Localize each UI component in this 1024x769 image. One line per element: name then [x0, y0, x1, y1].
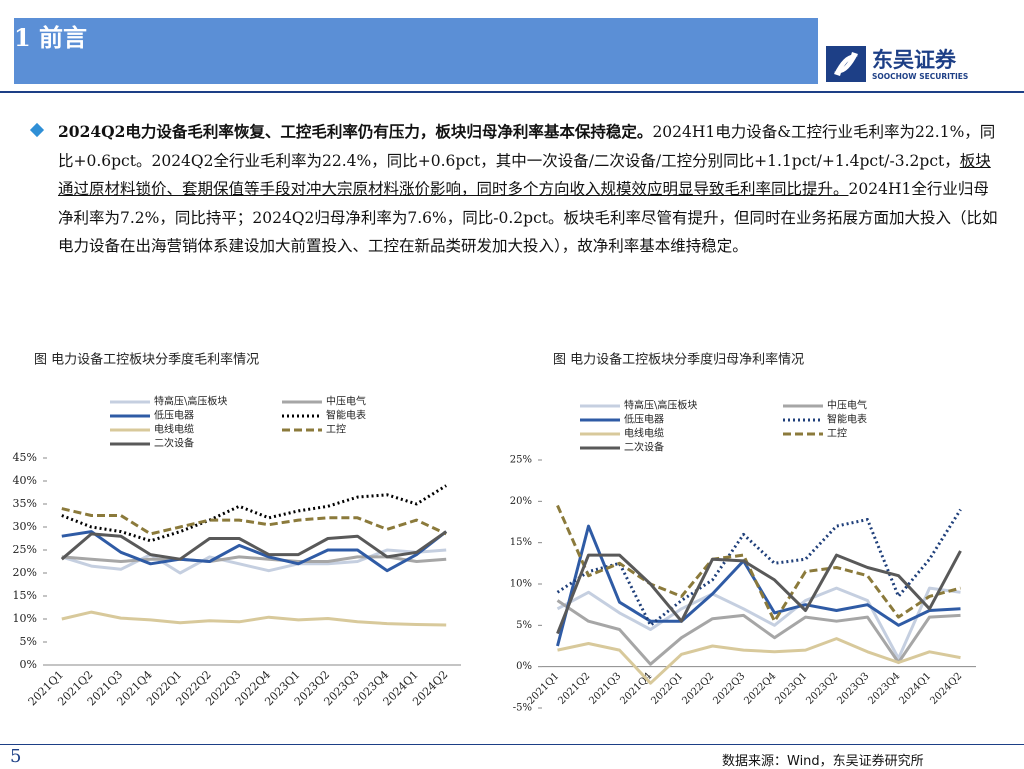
- header-title: 1 前言: [14, 23, 88, 52]
- y-tick-label: 35%: [13, 497, 37, 510]
- series-line: [61, 555, 447, 563]
- logo-mark: [826, 46, 866, 82]
- legend-label: 电线电缆: [624, 427, 664, 440]
- series-line: [61, 610, 447, 627]
- logo-text: 东吴证券: [872, 48, 956, 72]
- paragraph: 2024Q2电力设备毛利率恢复、工控毛利率仍有压力，板块归母净利率基本保持稳定。…: [58, 118, 1002, 261]
- series-line: [61, 530, 448, 573]
- page-number: 5: [10, 746, 22, 767]
- series-line: [61, 507, 447, 536]
- x-tick-label: 2021Q1: [525, 671, 561, 707]
- legend-label: 工控: [827, 427, 847, 440]
- text: 2024H1电力设备&工控行业毛利率为22.1%，同比+0.6pct。2024Q…: [58, 123, 996, 170]
- chart-title: 图 电力设备工控板块分季度毛利率情况: [34, 352, 259, 368]
- y-tick-label: 15%: [510, 537, 532, 548]
- legend-label: 二次设备: [154, 437, 194, 450]
- header-bar: [14, 18, 818, 84]
- series-line: [556, 508, 962, 627]
- y-tick-label: 0%: [20, 658, 37, 671]
- legend-label: 低压电器: [154, 409, 194, 422]
- charts: 图 电力设备工控板块分季度毛利率情况 0% 5% 10% 15% 20% 25% 30% 35%…: [13, 352, 976, 714]
- series-line: [557, 637, 961, 685]
- y-tick-label: 40%: [13, 474, 37, 487]
- legend-label: 电线电缆: [154, 423, 194, 436]
- x-tick-label: 2022Q1: [649, 671, 685, 707]
- y-tick-label: -5%: [513, 703, 532, 714]
- y-tick-label: 25%: [510, 455, 532, 466]
- series-line: [60, 530, 448, 561]
- legend-label: 中压电气: [326, 395, 366, 408]
- chart-title: 图 电力设备工控板块分季度归母净利率情况: [553, 352, 804, 368]
- x-tick-label: 2023Q4: [866, 671, 902, 707]
- y-tick-label: 10%: [13, 612, 37, 625]
- x-tick-label: 2021Q3: [587, 671, 623, 707]
- y-tick-label: 20%: [13, 566, 37, 579]
- legend-label: 智能电表: [326, 409, 366, 422]
- x-tick-label: 2021Q2: [556, 671, 592, 707]
- series-line: [556, 586, 961, 660]
- underlined-text: 板块通过原材料锁价、套期保值等手段对冲大宗原材料涨价影响，同时多个方向收入规模效…: [58, 151, 991, 199]
- x-tick-label: 2021Q4: [618, 671, 654, 707]
- y-tick-label: 0%: [516, 661, 532, 672]
- series-line: [61, 484, 447, 543]
- header-rule: [0, 91, 1024, 93]
- logo-subtext: SOOCHOW SECURITIES: [872, 72, 969, 81]
- x-tick-label: 2022Q4: [742, 671, 778, 707]
- y-tick-label: 10%: [510, 579, 532, 590]
- x-tick-label: 2024Q2: [928, 671, 964, 707]
- x-tick-label: 2023Q1: [773, 671, 809, 707]
- y-tick-label: 5%: [20, 635, 37, 648]
- x-tick-label: 2023Q2: [804, 671, 840, 707]
- legend-label: 低压电器: [624, 413, 664, 426]
- series-line: [556, 550, 962, 635]
- legend-label: 二次设备: [624, 441, 664, 454]
- legend-label: 工控: [326, 423, 346, 436]
- y-tick-label: 30%: [13, 520, 37, 533]
- bold-text: 2024Q2电力设备毛利率恢复、工控毛利率仍有压力，板块归母净利率基本保持稳定。: [58, 122, 653, 141]
- legend-label: 特高压\高压板块: [624, 399, 697, 412]
- y-tick-label: 5%: [516, 620, 532, 631]
- legend-label: 特高压\高压板块: [154, 395, 227, 408]
- y-tick-label: 15%: [13, 589, 37, 602]
- y-tick-label: 25%: [13, 543, 37, 556]
- legend-label: 中压电气: [827, 399, 867, 412]
- source: 数据来源：Wind，东吴证券研究所: [722, 754, 924, 769]
- legend-label: 智能电表: [827, 413, 867, 426]
- x-tick-label: 2022Q3: [711, 671, 747, 707]
- x-tick-label: 2024Q1: [897, 671, 933, 707]
- text: 2024H1全行业归母净利率为7.2%，同比持平；2024Q2归母净利率为7.6…: [58, 180, 998, 255]
- y-tick-label: 20%: [510, 496, 532, 507]
- x-tick-label: 2023Q3: [835, 671, 871, 707]
- x-tick-label: 2022Q2: [680, 671, 716, 707]
- series-line: [556, 599, 961, 666]
- y-tick-label: 45%: [13, 451, 37, 464]
- series-line: [556, 504, 961, 623]
- footer-rule: [0, 744, 1024, 745]
